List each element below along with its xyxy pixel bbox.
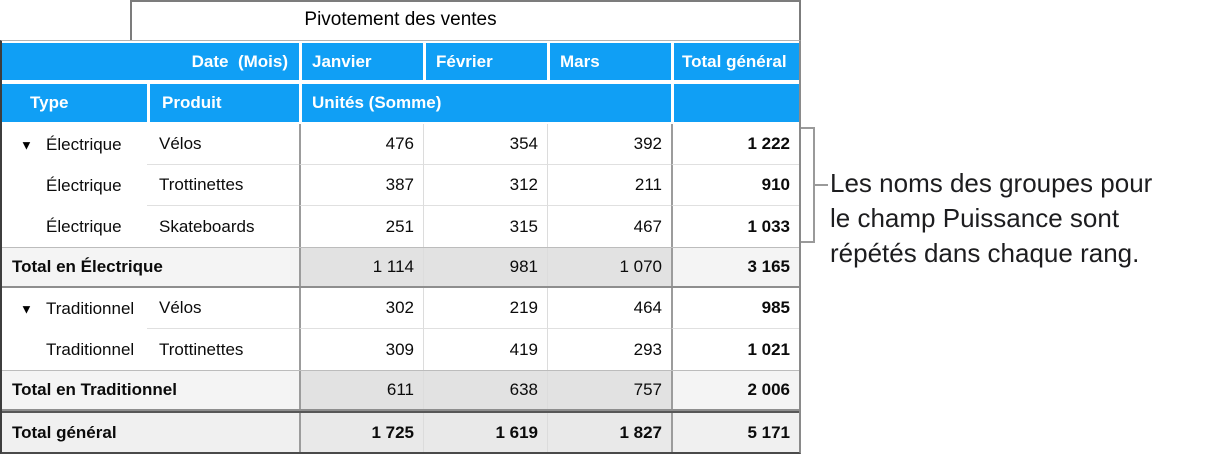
cell-fevrier[interactable]: 638 [423,371,547,409]
cell-janvier[interactable]: 302 [299,288,423,329]
header-row-divider [2,80,799,84]
cell-total[interactable]: 2 006 [671,371,799,409]
grandtotal-row: Total général 1 725 1 619 1 827 5 171 [2,411,799,452]
pivot-table: Pivotement des ventes Date (Mois) Janvie… [0,0,801,454]
cell-produit[interactable]: Vélos [147,124,299,165]
table-row: ▼ Traditionnel Vélos 302 219 464 985 [2,288,799,329]
header-cell-empty[interactable] [671,84,799,122]
header-cell-unites-somme[interactable]: Unités (Somme) [299,84,671,122]
table-body: Date (Mois) Janvier Février Mars Total g… [0,40,801,454]
cell-produit[interactable]: Trottinettes [147,165,299,206]
bracket-pointer-line [815,184,828,186]
type-label: Traditionnel [46,298,135,318]
cell-total[interactable]: 985 [671,288,799,329]
cell-mars[interactable]: 293 [547,329,671,370]
disclosure-triangle-icon[interactable]: ▼ [20,137,33,152]
annotation-line: Les noms des groupes pour [830,168,1153,198]
cell-total[interactable]: 910 [671,165,799,206]
bracket-vertical-line [813,127,815,243]
table-title-row: Pivotement des ventes [0,0,801,40]
cell-grandtotal-label[interactable]: Total général [2,413,299,452]
cell-mars[interactable]: 467 [547,206,671,247]
cell-fevrier[interactable]: 315 [423,206,547,247]
cell-mars[interactable]: 1 070 [547,248,671,286]
cell-type[interactable]: ▼ Traditionnel [2,288,147,329]
table-row: Électrique Skateboards 251 315 467 1 033 [2,206,799,247]
type-label: Électrique [46,175,122,195]
annotation-line: répétés dans chaque rang. [830,238,1140,268]
header-cell-fevrier[interactable]: Février [423,43,547,80]
cell-mars[interactable]: 464 [547,288,671,329]
cell-produit[interactable]: Trottinettes [159,339,244,359]
disclosure-triangle-icon[interactable]: ▼ [20,301,33,316]
cell-janvier[interactable]: 1 114 [299,248,423,286]
cell-janvier[interactable]: 476 [299,124,423,165]
table-title[interactable]: Pivotement des ventes [304,9,497,30]
type-label: Traditionnel [46,339,135,359]
header-row-fields: Type Produit Unités (Somme) [2,84,799,124]
cell-type[interactable]: Traditionnel [2,329,147,370]
cell-total[interactable]: 3 165 [671,248,799,286]
header-row-months: Date (Mois) Janvier Février Mars Total g… [2,41,799,80]
cell-total[interactable]: 1 222 [671,124,799,165]
annotation-text: Les noms des groupes pour le champ Puiss… [830,166,1208,271]
header-cell-produit[interactable]: Produit [147,84,299,122]
header-cell-mars[interactable]: Mars [547,43,671,80]
cell-fevrier[interactable]: 419 [423,329,547,370]
cell-janvier[interactable]: 251 [299,206,423,247]
bracket-bottom-cap [801,241,814,243]
cell-type[interactable]: Électrique [2,206,147,247]
header-cell-type[interactable]: Type [2,84,147,122]
header-cell-total-general[interactable]: Total général [671,43,799,80]
cell-produit[interactable]: Vélos [147,288,299,329]
header-cell-date-mois[interactable]: Date (Mois) [2,43,299,80]
type-label: Électrique [46,134,122,154]
cell-mars[interactable]: 211 [547,165,671,206]
table-row: Traditionnel Trottinettes 309 419 293 1 … [2,329,799,370]
cell-mars[interactable]: 1 827 [547,413,671,452]
cell-janvier[interactable]: 309 [299,329,423,370]
cell-janvier[interactable]: 1 725 [299,413,423,452]
cell-fevrier[interactable]: 312 [423,165,547,206]
cell-fevrier[interactable]: 219 [423,288,547,329]
cell-total[interactable]: 1 021 [671,329,799,370]
bracket-top-cap [801,127,814,129]
cell-fevrier[interactable]: 1 619 [423,413,547,452]
cell-fevrier[interactable]: 981 [423,248,547,286]
cell-mars[interactable]: 757 [547,371,671,409]
annotation-line: le champ Puissance sont [830,203,1120,233]
table-row: Électrique Trottinettes 387 312 211 910 [2,165,799,206]
type-label: Électrique [46,216,122,236]
cell-produit[interactable]: Skateboards [159,216,255,236]
cell-janvier[interactable]: 387 [299,165,423,206]
cell-total[interactable]: 1 033 [671,206,799,247]
table-row: ▼ Électrique Vélos 476 354 392 1 222 [2,124,799,165]
cell-type[interactable]: Électrique [2,165,147,206]
subtotal-row: Total en Traditionnel 611 638 757 2 006 [2,370,799,411]
cell-mars[interactable]: 392 [547,124,671,165]
cell-janvier[interactable]: 611 [299,371,423,409]
cell-subtotal-label[interactable]: Total en Électrique [2,248,299,286]
cell-fevrier[interactable]: 354 [423,124,547,165]
header-cell-janvier[interactable]: Janvier [299,43,423,80]
subtotal-row: Total en Électrique 1 114 981 1 070 3 16… [2,247,799,288]
cell-subtotal-label[interactable]: Total en Traditionnel [2,371,299,409]
cell-type[interactable]: ▼ Électrique [2,124,147,165]
cell-total[interactable]: 5 171 [671,413,799,452]
